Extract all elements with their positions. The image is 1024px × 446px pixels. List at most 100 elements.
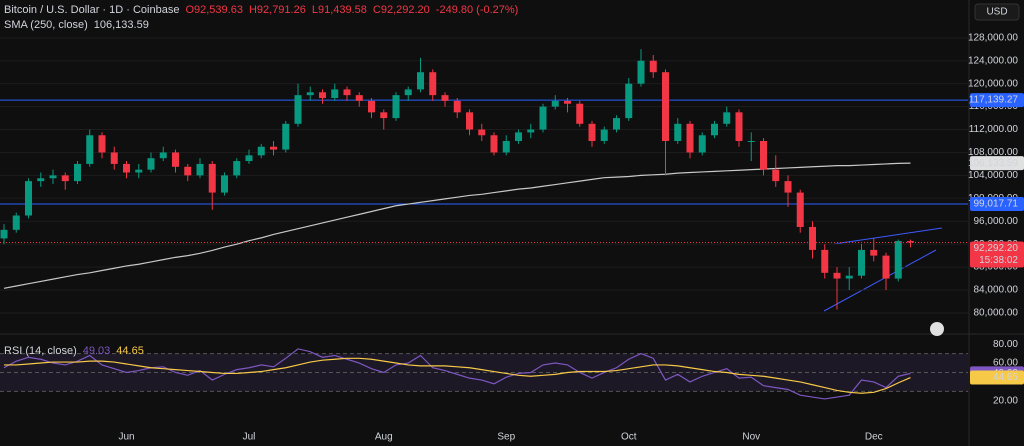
candle-body: [870, 249, 878, 256]
candle-body: [135, 169, 143, 173]
candle-body: [208, 163, 216, 193]
candle-body: [245, 155, 253, 162]
candle-body: [478, 129, 486, 136]
candle-body: [833, 272, 841, 279]
rsi-ma-value: 44.65: [116, 345, 144, 357]
candle-body: [588, 123, 596, 141]
candle-body: [25, 181, 32, 216]
candle-body: [564, 100, 571, 104]
candle-body: [453, 100, 461, 113]
candle-body: [319, 92, 326, 99]
candle-body: [760, 140, 767, 170]
x-tick-label: Jun: [118, 432, 134, 443]
x-tick-label: Nov: [742, 432, 760, 443]
candle-body: [711, 123, 718, 136]
rsi-value: 49.03: [82, 345, 111, 357]
candle-body: [637, 60, 645, 84]
ohlc: L91,439.58: [311, 4, 367, 16]
candle-body: [37, 178, 45, 182]
candle-body: [894, 241, 902, 279]
candle-body: [429, 72, 437, 96]
price-badge: [970, 196, 1024, 211]
candle-body: [355, 95, 363, 101]
candle-body: [159, 152, 167, 159]
y-tick-label: 104,000.00: [968, 170, 1018, 181]
y-tick-label: 108,000.00: [968, 147, 1018, 158]
candle-body: [907, 241, 914, 243]
x-tick-label: Aug: [375, 432, 393, 443]
candle-body: [221, 175, 228, 193]
candle-body: [196, 163, 204, 176]
rsi-title: RSI (14, close): [4, 345, 77, 357]
currency[interactable]: USD: [986, 7, 1007, 18]
badge-label: 117,139.27: [969, 95, 1019, 106]
candle-body: [809, 226, 816, 250]
candle-body: [649, 60, 657, 73]
candle-body: [502, 140, 510, 153]
candle-body: [270, 146, 277, 150]
candle-body: [490, 135, 498, 153]
rsi-line: [3, 348, 911, 400]
candle-body: [441, 95, 449, 101]
candle-body: [466, 112, 473, 130]
badge-label: 99,017.71: [974, 199, 1019, 210]
candle-body: [784, 181, 792, 193]
candle-body: [61, 175, 69, 182]
badge-label: 106,133.59: [968, 158, 1018, 169]
y-tick-label: 84,000.00: [974, 285, 1019, 296]
badge-label: 15:38:02: [979, 255, 1018, 266]
candle-body: [306, 92, 314, 96]
candle-body: [723, 112, 731, 124]
candle-body: [613, 118, 620, 130]
candle-body: [600, 129, 608, 141]
candle-body: [772, 169, 780, 182]
candle-body: [184, 166, 192, 176]
x-tick-label: Oct: [621, 432, 637, 443]
price-badge: [970, 93, 1024, 108]
candle-body: [257, 146, 265, 156]
sma-value: 106,133.59: [93, 19, 149, 31]
x-tick-label: Dec: [865, 432, 883, 443]
candle-body: [747, 140, 755, 142]
ohlc: O92,539.63: [185, 4, 243, 16]
candle-body: [49, 175, 57, 179]
candle-body: [12, 215, 20, 230]
candle-body: [625, 83, 633, 119]
y-tick-label: 20.00: [993, 395, 1018, 406]
candle-body: [392, 95, 400, 119]
trendline: [823, 249, 937, 312]
candle-body: [404, 89, 412, 96]
ohlc: C92,292.20: [372, 4, 430, 16]
candle-body: [98, 135, 106, 153]
badge-label: 44.65: [993, 372, 1018, 383]
y-tick-label: 80.00: [993, 339, 1018, 350]
x-tick-label: Jul: [243, 432, 256, 443]
candle-body: [527, 129, 535, 133]
candle-body: [845, 275, 853, 279]
y-tick-label: 96,000.00: [974, 216, 1019, 227]
rsi-header: RSI (14, close) 49.03 44.65: [4, 345, 144, 357]
candle-body: [882, 255, 890, 279]
candle-body: [123, 163, 130, 173]
y-tick-label: 112,000.00: [969, 124, 1019, 135]
candle-body: [86, 135, 94, 164]
candle-body: [735, 112, 743, 141]
y-tick-label: 124,000.00: [968, 55, 1018, 66]
y-tick-label: 120,000.00: [968, 78, 1018, 89]
candle-body: [674, 123, 682, 141]
event-icon[interactable]: [930, 322, 944, 336]
candle-body: [331, 89, 339, 99]
x-tick-label: Sep: [497, 432, 515, 443]
candle-body: [698, 135, 706, 153]
currency-button[interactable]: [974, 3, 1020, 21]
ohlc: H92,791.26: [248, 4, 306, 16]
symbol-header: Bitcoin / U.S. Dollar · 1D · Coinbase O9…: [4, 4, 518, 16]
candle-body: [368, 100, 375, 113]
price-badge: [970, 156, 1024, 171]
candle-body: [796, 192, 804, 227]
candle-body: [74, 163, 81, 182]
candle-body: [576, 103, 584, 124]
candle-body: [686, 123, 694, 153]
